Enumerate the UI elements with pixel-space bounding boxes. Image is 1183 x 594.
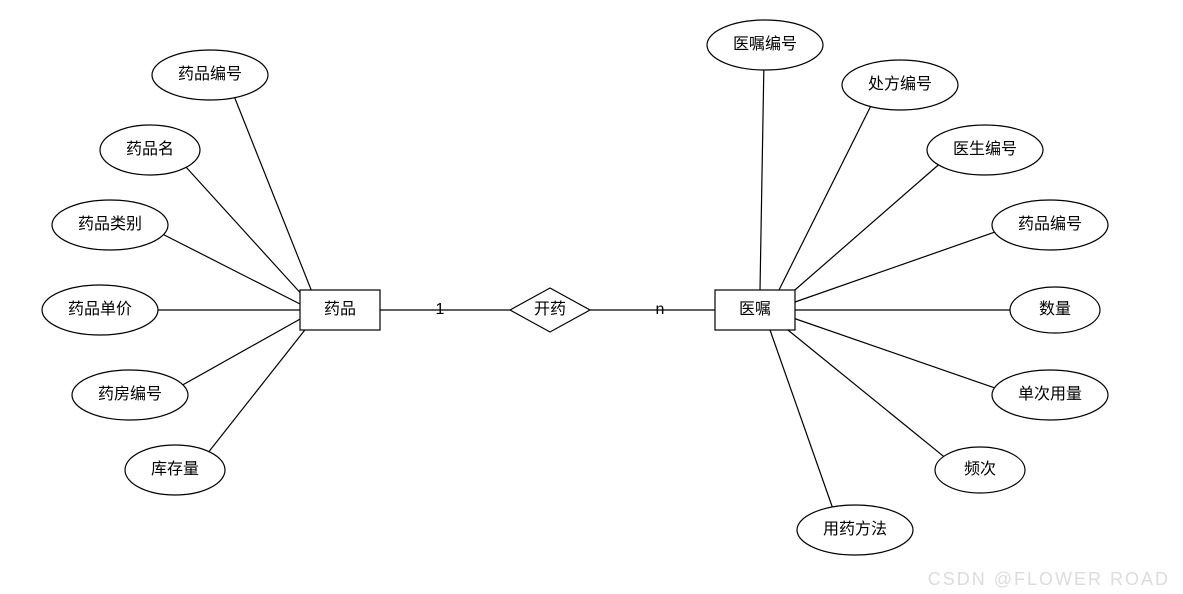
attr-drug-id-label: 药品编号 <box>178 65 242 83</box>
edge-dosage <box>793 318 994 388</box>
er-diagram: 药品医嘱开药1n药品编号药品名药品类别药品单价药房编号库存量医嘱编号处方编号医生… <box>0 0 1183 594</box>
attr-drug-name-label: 药品名 <box>126 140 174 158</box>
edge-drug-name <box>186 167 305 298</box>
attr-drug-price-label: 药品单价 <box>68 300 132 318</box>
edge-method <box>770 330 832 507</box>
attr-freq-label: 频次 <box>964 460 996 478</box>
attr-pharm-id-label: 药房编号 <box>98 385 162 403</box>
edge-order-drug <box>795 232 994 302</box>
edge-doctor-id <box>788 165 938 296</box>
attr-drug-cat-label: 药品类别 <box>78 215 142 233</box>
attr-dosage-label: 单次用量 <box>1018 385 1082 403</box>
attr-method-label: 用药方法 <box>823 520 887 538</box>
attr-stock-label: 库存量 <box>151 460 199 478</box>
attr-qty-label: 数量 <box>1039 300 1071 318</box>
entity-order-label: 医嘱 <box>739 301 771 318</box>
attr-rx-id-label: 处方编号 <box>868 75 932 93</box>
cardinality-left: 1 <box>436 301 445 318</box>
entity-drug-label: 药品 <box>324 300 356 318</box>
attr-doctor-id-label: 医生编号 <box>953 140 1017 158</box>
attr-order-drug-label: 药品编号 <box>1018 215 1082 233</box>
edge-stock <box>209 326 308 452</box>
cardinality-right: n <box>656 301 665 318</box>
watermark-text: CSDN @FLOWER ROAD <box>928 569 1170 589</box>
relationship-label: 开药 <box>534 300 566 318</box>
edge-order-id <box>760 70 764 290</box>
edge-pharm-id <box>183 318 302 385</box>
attr-order-id-label: 医嘱编号 <box>733 35 797 53</box>
